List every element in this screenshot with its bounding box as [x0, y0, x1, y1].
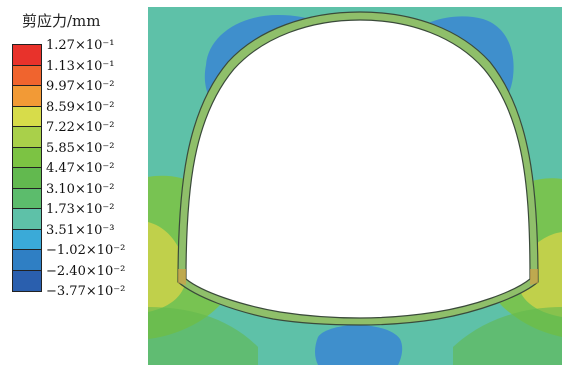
tunnel-cavity — [185, 19, 531, 319]
legend-swatch-column — [12, 44, 42, 292]
legend-title: 剪应力/mm — [22, 12, 101, 30]
legend-swatch — [13, 45, 41, 66]
legend-label: 3.51×10⁻³ — [46, 222, 115, 238]
legend-label: 7.22×10⁻² — [46, 120, 115, 135]
contour-blue-bottom — [315, 325, 403, 365]
legend-label: 1.27×10⁻¹ — [46, 38, 115, 53]
legend-swatch — [13, 147, 41, 168]
contour-yellow-left — [148, 222, 187, 312]
legend-label: 1.13×10⁻¹ — [46, 58, 115, 74]
legend-swatch — [13, 270, 41, 291]
stress-contour-plot — [148, 7, 562, 365]
legend-label: −2.40×10⁻² — [46, 263, 126, 279]
lining-highlight-right — [530, 269, 538, 285]
legend-swatch — [13, 86, 41, 107]
legend-label: 3.10×10⁻² — [46, 181, 115, 197]
legend-swatch — [13, 168, 41, 189]
contour-lightgreen-left-bottom — [148, 307, 258, 365]
legend-swatch — [13, 229, 41, 250]
lining-highlight-left — [178, 269, 186, 285]
legend-swatch — [13, 188, 41, 209]
legend-label: 1.73×10⁻² — [46, 202, 115, 217]
legend-swatch — [13, 65, 41, 86]
legend-labels: 1.27×10⁻¹ 1.13×10⁻¹ 9.97×10⁻² 8.59×10⁻² 7.22… — [46, 36, 125, 303]
legend-swatch — [13, 127, 41, 148]
legend-swatch — [13, 209, 41, 230]
legend-swatch — [13, 250, 41, 271]
legend-label: 9.97×10⁻² — [46, 79, 115, 94]
legend-label: −1.02×10⁻² — [46, 243, 126, 258]
contour-lightgreen-right-bottom — [453, 307, 562, 365]
legend-label: 4.47×10⁻² — [46, 161, 115, 176]
legend-label: 5.85×10⁻² — [46, 140, 115, 156]
legend-label: 8.59×10⁻² — [46, 99, 115, 115]
legend-swatch — [13, 106, 41, 127]
legend-label: −3.77×10⁻² — [46, 284, 126, 299]
